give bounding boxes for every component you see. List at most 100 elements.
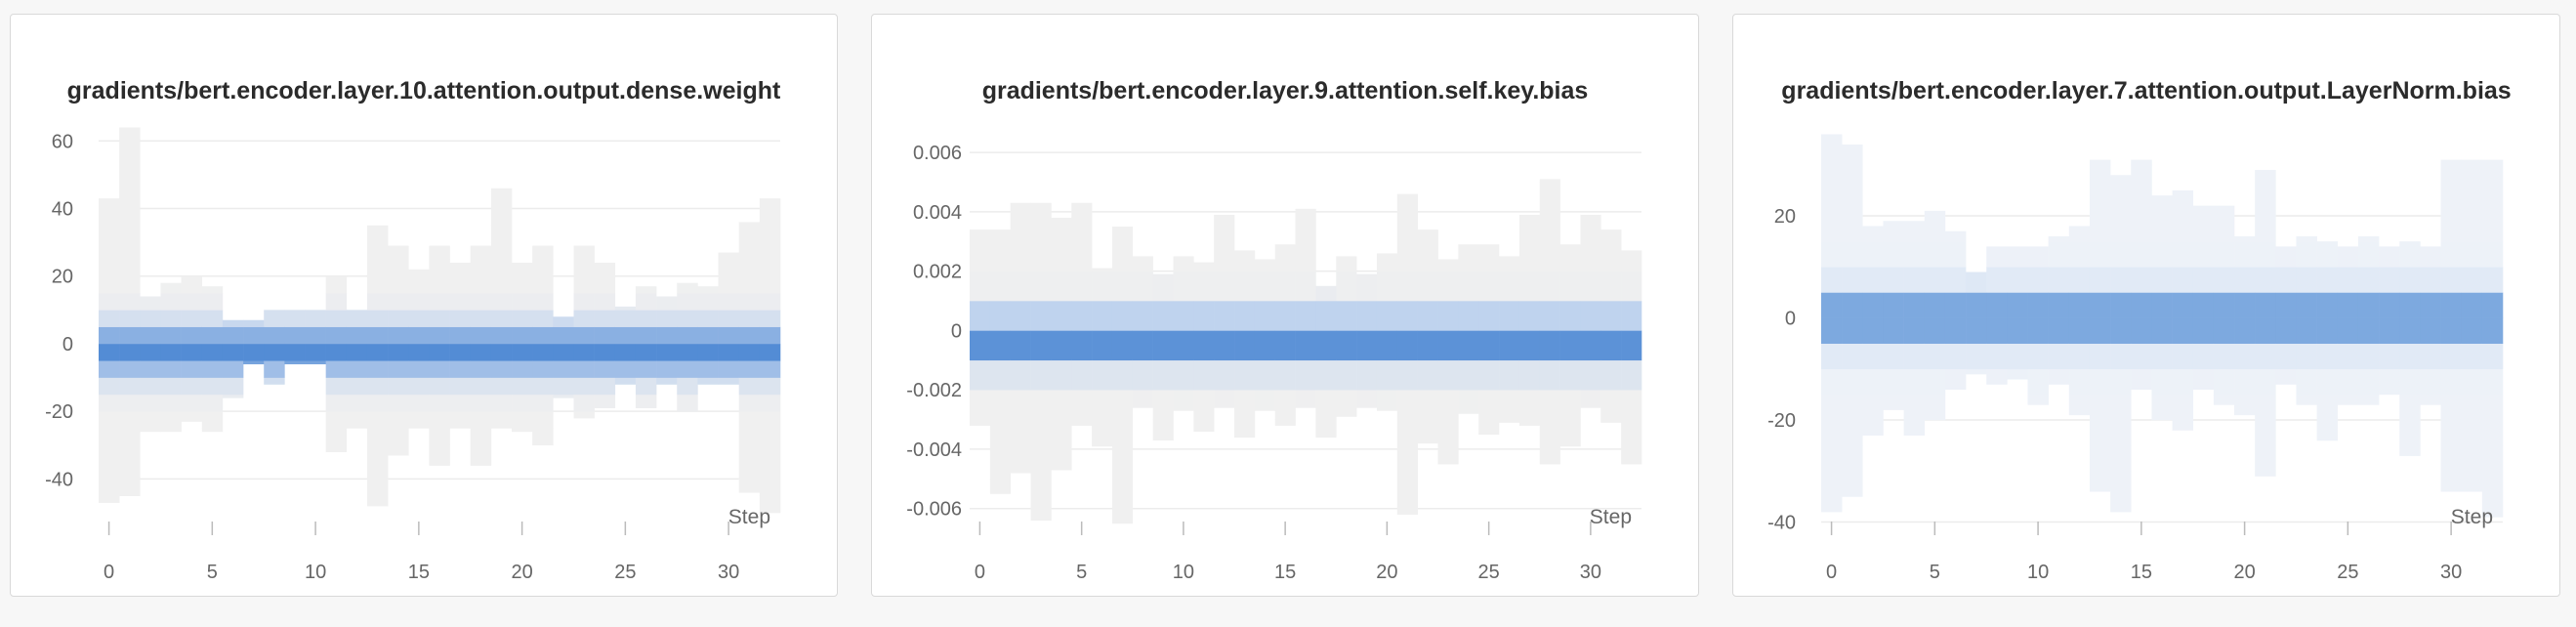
heatmap-cell — [366, 428, 389, 446]
x-tick-label: 25 — [614, 562, 636, 583]
heatmap-cell — [1944, 230, 1967, 242]
heatmap-cell — [512, 360, 533, 378]
heatmap-cell — [449, 377, 472, 396]
heatmap-cell — [429, 444, 450, 463]
heatmap-cell — [718, 275, 739, 294]
heatmap-cell — [2151, 394, 2173, 421]
heatmap-cell — [1336, 271, 1357, 302]
heatmap-cell — [325, 411, 348, 429]
heatmap-cell — [2151, 317, 2173, 344]
heatmap-cell — [2275, 246, 2297, 268]
heatmap-cell — [2379, 368, 2400, 396]
chart-3: 20 0 -20 -40 0 5 10 15 20 25 30 Step — [1767, 134, 2504, 583]
heatmap-cell — [1924, 210, 1946, 217]
y-tick-label: 20 — [1774, 206, 1796, 228]
heatmap-cell — [490, 310, 513, 327]
heatmap-cell — [1924, 267, 1946, 293]
heatmap-cell — [1010, 330, 1031, 361]
heatmap-cell — [718, 343, 739, 361]
heatmap-cell — [1274, 271, 1296, 302]
heatmap-cell — [1214, 301, 1235, 331]
heatmap-cell — [160, 360, 182, 378]
heatmap-cell — [759, 275, 781, 294]
heatmap-cell — [2275, 368, 2297, 385]
heatmap-cell — [1842, 317, 1863, 344]
heatmap-cell — [656, 310, 678, 327]
heatmap-cell — [99, 479, 120, 496]
heatmap-cell — [2296, 394, 2317, 405]
heatmap-cell — [1051, 330, 1072, 361]
heatmap-cell — [2131, 216, 2152, 242]
heatmap-cell — [325, 293, 348, 311]
heatmap-cell — [1903, 317, 1926, 344]
heatmap-cell — [243, 343, 265, 361]
heatmap-cell — [2131, 317, 2152, 344]
heatmap-cell — [1396, 390, 1418, 420]
heatmap-cell — [1821, 292, 1843, 318]
heatmap-cell — [1214, 271, 1235, 302]
heatmap-cell — [119, 141, 141, 158]
heatmap-cell — [532, 326, 554, 345]
heatmap-cell — [1821, 343, 1843, 370]
heatmap-cell — [718, 377, 739, 385]
heatmap-cell — [1821, 445, 1843, 472]
heatmap-cell — [325, 326, 348, 345]
heatmap-cell — [2213, 292, 2235, 318]
heatmap-cell — [2440, 368, 2462, 396]
heatmap-cell — [1458, 271, 1479, 302]
heatmap-cell — [2399, 292, 2421, 318]
heatmap-cell — [388, 259, 409, 277]
heatmap-cell — [1051, 301, 1072, 331]
heatmap-cell — [140, 428, 161, 433]
heatmap-cell — [2068, 317, 2091, 344]
x-tick-label: 20 — [511, 562, 532, 583]
heatmap-cell — [2461, 368, 2483, 396]
y-tick-label: -40 — [1767, 513, 1796, 534]
heatmap-cell — [201, 360, 224, 378]
heatmap-cell — [738, 310, 761, 327]
heatmap-cell — [140, 326, 161, 345]
heatmap-cell — [366, 326, 389, 345]
heatmap-cell — [1254, 271, 1276, 302]
heatmap-cell — [1580, 330, 1601, 361]
heatmap-cell — [1315, 390, 1337, 420]
heatmap-cell — [1903, 420, 1926, 437]
heatmap-cell — [388, 245, 409, 260]
y-tick-label: 0.006 — [913, 143, 962, 164]
heatmap-cell — [2440, 420, 2462, 446]
heatmap-cell — [989, 271, 1011, 302]
heatmap-cell — [1396, 330, 1418, 361]
heatmap-cell — [2110, 420, 2132, 446]
heatmap-cell — [2007, 368, 2028, 380]
heatmap-cell — [305, 360, 326, 365]
heatmap-cell — [677, 360, 698, 378]
heatmap-cell — [2110, 343, 2132, 370]
heatmap-cell — [2110, 317, 2132, 344]
heatmap-cell — [2399, 267, 2421, 293]
heatmap-cell — [388, 428, 409, 446]
heatmap-cell — [970, 230, 991, 242]
y-tick-label: 0.002 — [913, 262, 962, 283]
heatmap-cell — [2089, 241, 2111, 268]
heatmap-cell — [1539, 182, 1560, 213]
heatmap-cell — [222, 377, 244, 396]
heatmap-cell — [1295, 390, 1316, 408]
heatmap-cell — [1458, 390, 1479, 414]
heatmap-cell — [1944, 292, 1967, 318]
heatmap-cell — [1030, 448, 1052, 480]
heatmap-cell — [1071, 419, 1093, 426]
heatmap-cell — [512, 411, 533, 429]
heatmap-cell — [532, 293, 554, 311]
heatmap-cell — [140, 296, 161, 311]
heatmap-cell — [1356, 273, 1378, 302]
heatmap-cell — [759, 377, 781, 396]
heatmap-cell — [2192, 216, 2215, 242]
heatmap-cell — [759, 326, 781, 345]
heatmap-cell — [2337, 368, 2359, 396]
heatmap-cell — [718, 360, 739, 378]
heatmap-cell — [1376, 390, 1398, 411]
heatmap-cell — [119, 174, 141, 192]
heatmap-cell — [2420, 267, 2441, 293]
heatmap-cell — [490, 360, 513, 378]
heatmap-cell — [1173, 359, 1194, 391]
